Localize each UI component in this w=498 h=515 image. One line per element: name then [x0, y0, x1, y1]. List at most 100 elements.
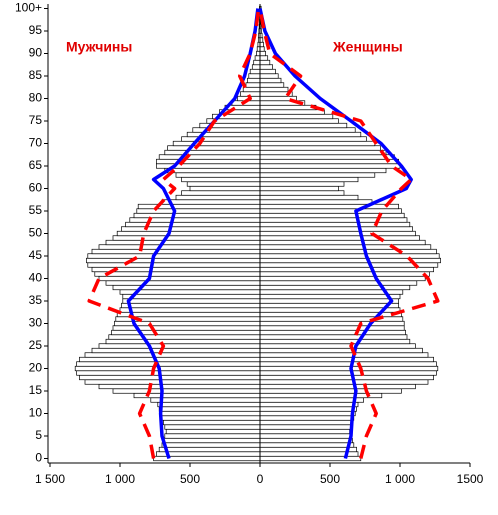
x-tick-label: 1500 [457, 472, 484, 486]
dashed-line [87, 8, 261, 459]
bar [259, 329, 406, 336]
bar [259, 235, 420, 241]
bar [172, 140, 261, 147]
y-tick-label: 60 [29, 181, 43, 195]
y-tick-label: 40 [29, 271, 43, 285]
bar [259, 172, 376, 178]
bar [259, 293, 401, 300]
bar [94, 271, 261, 277]
y-tick-label: 5 [35, 428, 42, 442]
bar [98, 275, 261, 282]
bar [259, 370, 437, 376]
bar [259, 118, 339, 124]
bar [259, 77, 282, 84]
bar [122, 293, 261, 300]
bar [259, 226, 413, 232]
bar [116, 311, 261, 318]
y-tick-label: 65 [29, 158, 43, 172]
y-tick-label: 80 [29, 91, 43, 105]
bar [259, 446, 357, 453]
line [126, 8, 260, 460]
line [258, 8, 413, 459]
bar [259, 401, 359, 408]
bar [259, 163, 401, 169]
bar [79, 374, 261, 381]
y-tick-label: 35 [29, 293, 43, 307]
bar [247, 77, 261, 84]
bar [259, 253, 440, 259]
bar [259, 338, 411, 345]
bar [98, 244, 261, 250]
series-label: Женщины [332, 39, 403, 55]
bar [259, 190, 345, 196]
bar [259, 244, 432, 250]
bar [259, 212, 405, 219]
bar [112, 388, 261, 394]
y-tick-label: 100+ [15, 1, 42, 15]
bar [259, 437, 353, 444]
bar [259, 208, 402, 214]
bar [157, 401, 261, 408]
bar [251, 64, 261, 70]
y-tick-label: 55 [29, 203, 43, 217]
bar [249, 68, 261, 75]
bar [161, 199, 261, 205]
bar [175, 172, 261, 178]
bar [105, 338, 261, 345]
bar [242, 86, 261, 93]
bar [259, 379, 429, 385]
bar [259, 239, 426, 246]
x-tick-label: 500 [320, 472, 340, 486]
bar [181, 190, 261, 196]
bar [259, 131, 362, 138]
bar [259, 275, 426, 282]
bar [165, 428, 261, 435]
bar [105, 239, 261, 246]
y-tick-label: 75 [29, 113, 43, 127]
bar [111, 329, 261, 336]
bar [259, 55, 269, 61]
bar [259, 145, 381, 151]
bar [259, 221, 411, 228]
bar [79, 356, 261, 363]
y-tick-label: 45 [29, 248, 43, 262]
bar [259, 284, 411, 291]
bar [259, 158, 399, 165]
x-tick-label: 500 [180, 472, 200, 486]
bar [259, 122, 348, 129]
bar [98, 383, 261, 390]
bar [259, 451, 359, 457]
bar [112, 235, 261, 241]
bar [259, 140, 376, 147]
bar [163, 437, 261, 444]
bar [259, 356, 434, 363]
bar [164, 433, 261, 439]
bar [259, 365, 439, 372]
bar [259, 136, 367, 142]
y-tick-label: 10 [29, 406, 43, 420]
y-tick-label: 0 [35, 451, 42, 465]
bar [175, 194, 261, 201]
bar [259, 104, 317, 111]
bar [259, 73, 279, 79]
bar [98, 343, 261, 349]
bar [259, 64, 273, 70]
bar [164, 149, 261, 156]
bar [158, 406, 261, 412]
x-tick-label: 1 000 [105, 472, 135, 486]
bar [259, 424, 352, 430]
bar [76, 370, 261, 376]
y-tick-label: 95 [29, 23, 43, 37]
bar [133, 212, 261, 219]
bar [259, 433, 352, 439]
bar [108, 334, 261, 340]
bar [259, 271, 430, 277]
bar [259, 352, 429, 358]
bar [156, 158, 261, 165]
bar [259, 397, 364, 403]
bar [161, 442, 261, 448]
bar [91, 347, 261, 354]
bar [189, 185, 261, 192]
bar [259, 50, 266, 57]
